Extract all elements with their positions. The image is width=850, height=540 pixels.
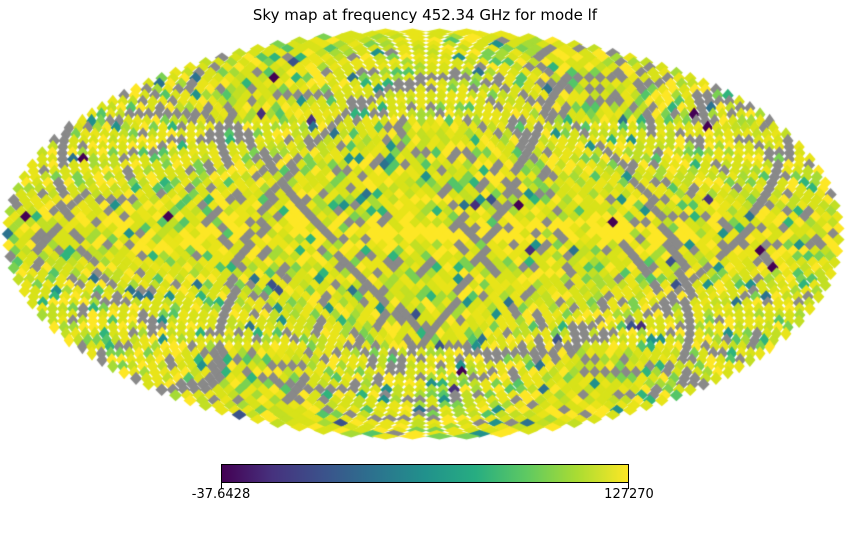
colorbar-min-label: -37.6428 bbox=[191, 487, 251, 502]
colorbar-left-tick bbox=[221, 482, 222, 489]
colorbar-right-tick bbox=[628, 482, 629, 489]
colorbar-max-label: 127270 bbox=[604, 487, 654, 502]
colorbar-gradient-bar bbox=[221, 464, 629, 483]
